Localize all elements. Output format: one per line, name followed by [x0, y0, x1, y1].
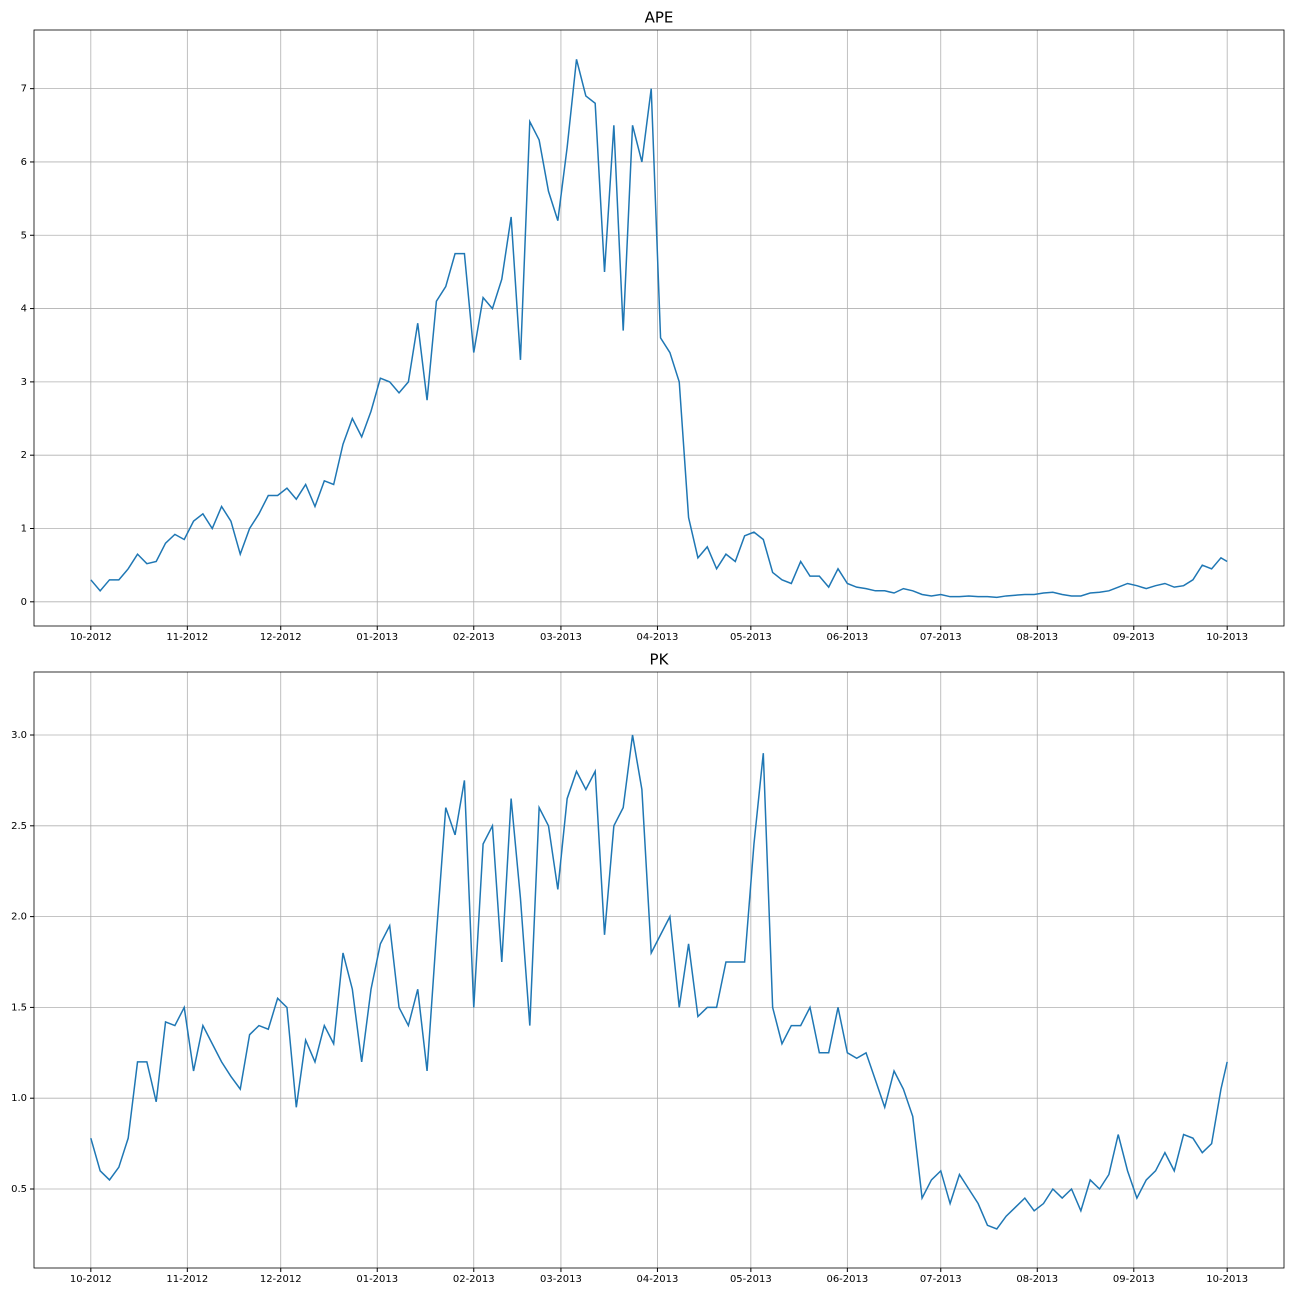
x-tick-label: 01-2013: [356, 1274, 398, 1285]
data-line: [90, 734, 1228, 1230]
y-tick-label: 4: [21, 304, 27, 315]
x-tick-label: 03-2013: [540, 632, 582, 643]
x-tick-label: 09-2013: [1113, 1274, 1155, 1285]
y-tick-label: 1.0: [11, 1093, 27, 1104]
x-tick-label: 08-2013: [1016, 1274, 1058, 1285]
y-tick-label: 3.0: [11, 730, 27, 741]
data-line: [90, 59, 1228, 599]
y-tick-label: 0.5: [11, 1184, 27, 1195]
x-tick-label: 02-2013: [453, 632, 495, 643]
x-tick-label: 12-2012: [260, 632, 302, 643]
x-tick-label: 12-2012: [260, 1274, 302, 1285]
x-tick-label: 10-2013: [1206, 1274, 1248, 1285]
y-tick-label: 1: [21, 523, 27, 534]
y-tick-label: 2: [21, 450, 27, 461]
y-tick-label: 1.5: [11, 1002, 27, 1013]
y-tick-label: 6: [21, 157, 27, 168]
x-tick-label: 07-2013: [920, 632, 962, 643]
x-tick-label: 03-2013: [540, 1274, 582, 1285]
x-tick-label: 05-2013: [730, 632, 772, 643]
chart-title: PK: [650, 651, 670, 669]
axes-frame: [33, 671, 1285, 1269]
y-tick-label: 2.0: [11, 912, 27, 923]
x-tick-label: 04-2013: [637, 1274, 679, 1285]
y-tick-label: 3: [21, 377, 27, 388]
y-tick-label: 0: [21, 597, 27, 608]
x-tick-label: 11-2012: [166, 1274, 208, 1285]
x-tick-label: 09-2013: [1113, 632, 1155, 643]
y-tick-label: 7: [21, 84, 27, 95]
x-tick-label: 11-2012: [166, 632, 208, 643]
x-tick-label: 02-2013: [453, 1274, 495, 1285]
y-tick-label: 2.5: [11, 821, 27, 832]
x-tick-label: 10-2012: [70, 1274, 112, 1285]
x-tick-label: 06-2013: [826, 632, 868, 643]
x-tick-label: 08-2013: [1016, 632, 1058, 643]
x-tick-label: 04-2013: [637, 632, 679, 643]
x-tick-label: 01-2013: [356, 632, 398, 643]
axes-frame: [33, 29, 1285, 627]
chart-title: APE: [645, 9, 674, 27]
x-tick-label: 10-2012: [70, 632, 112, 643]
x-tick-label: 06-2013: [826, 1274, 868, 1285]
x-tick-label: 07-2013: [920, 1274, 962, 1285]
x-tick-label: 10-2013: [1206, 632, 1248, 643]
y-tick-label: 5: [21, 230, 27, 241]
x-tick-label: 05-2013: [730, 1274, 772, 1285]
